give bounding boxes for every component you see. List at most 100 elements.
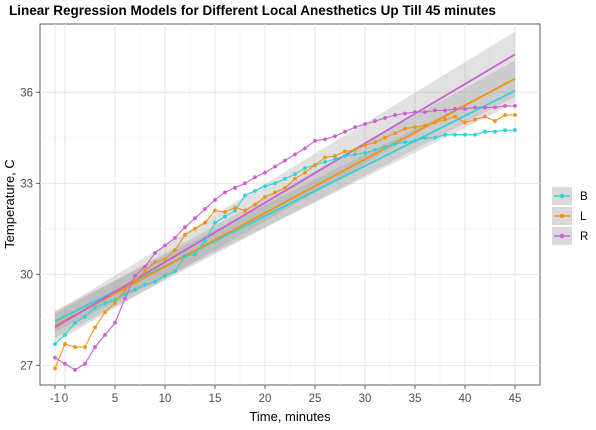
point-L xyxy=(73,345,77,349)
x-tick-label: 20 xyxy=(259,393,272,405)
point-R xyxy=(443,108,447,113)
point-L xyxy=(123,287,127,292)
point-B xyxy=(253,188,257,193)
point-B xyxy=(83,314,87,319)
point-R xyxy=(483,105,487,110)
point-L xyxy=(453,114,457,119)
point-R xyxy=(353,125,357,130)
point-R xyxy=(183,225,187,230)
point-L xyxy=(83,345,87,349)
point-R xyxy=(463,107,467,111)
point-R xyxy=(263,170,267,175)
point-R xyxy=(53,355,57,360)
point-L xyxy=(433,120,437,125)
point-L xyxy=(103,310,107,315)
point-L xyxy=(423,123,427,128)
point-B xyxy=(493,129,497,134)
point-R xyxy=(153,251,157,255)
point-B xyxy=(173,269,177,274)
point-B xyxy=(503,128,507,133)
point-B xyxy=(273,181,277,186)
point-B xyxy=(203,239,207,243)
point-R xyxy=(223,190,227,195)
point-L xyxy=(233,205,237,210)
point-R xyxy=(233,185,237,190)
point-L xyxy=(273,190,277,195)
legend-marker-R xyxy=(559,233,565,239)
point-L xyxy=(63,342,67,346)
point-L xyxy=(483,114,487,119)
x-tick-label: 35 xyxy=(409,393,422,405)
point-R xyxy=(253,175,257,180)
point-B xyxy=(443,132,447,137)
point-R xyxy=(503,104,507,108)
x-tick-label: 30 xyxy=(359,393,372,405)
point-L xyxy=(93,325,97,330)
point-R xyxy=(143,264,147,269)
point-L xyxy=(443,117,447,122)
point-B xyxy=(343,154,347,158)
point-B xyxy=(453,132,457,137)
point-L xyxy=(363,143,367,148)
point-B xyxy=(383,144,387,149)
point-B xyxy=(393,141,397,146)
legend-label-L: L xyxy=(580,211,587,223)
point-R xyxy=(163,243,167,248)
point-L xyxy=(353,147,357,152)
y-axis-label: Temperature, C xyxy=(2,159,17,249)
point-B xyxy=(53,342,57,346)
point-B xyxy=(463,132,467,137)
point-L xyxy=(143,269,147,274)
legend: BLR xyxy=(552,187,588,245)
point-B xyxy=(63,333,67,337)
point-B xyxy=(353,152,357,157)
point-L xyxy=(323,155,327,160)
y-tick-label: 27 xyxy=(20,360,33,372)
point-R xyxy=(303,146,307,151)
point-L xyxy=(163,257,167,262)
point-B xyxy=(333,157,337,161)
point-B xyxy=(363,151,367,155)
point-L xyxy=(303,170,307,175)
point-L xyxy=(293,176,297,181)
point-B xyxy=(223,214,227,219)
point-R xyxy=(63,361,67,366)
x-tick-label: 15 xyxy=(209,393,222,405)
point-B xyxy=(163,273,167,278)
point-L xyxy=(313,163,317,167)
point-L xyxy=(513,113,517,117)
point-L xyxy=(473,117,477,122)
x-tick-label: -1 xyxy=(50,393,60,405)
point-B xyxy=(483,129,487,134)
y-tick-label: 30 xyxy=(20,269,33,281)
point-R xyxy=(403,111,407,116)
point-L xyxy=(253,202,257,207)
x-tick-label: 45 xyxy=(509,393,522,405)
point-L xyxy=(463,120,467,125)
x-tick-label: 25 xyxy=(309,393,322,405)
x-tick-label: 5 xyxy=(112,393,118,405)
point-B xyxy=(423,135,427,140)
point-B xyxy=(123,292,127,296)
point-R xyxy=(473,105,477,110)
point-R xyxy=(423,110,427,114)
grid-lines xyxy=(40,24,540,385)
point-R xyxy=(333,134,337,139)
point-B xyxy=(213,220,217,225)
point-L xyxy=(53,366,57,371)
point-L xyxy=(503,113,507,117)
point-R xyxy=(493,105,497,110)
point-B xyxy=(373,147,377,152)
point-L xyxy=(213,208,217,213)
point-R xyxy=(173,235,177,240)
point-L xyxy=(333,154,337,158)
point-R xyxy=(83,361,87,366)
legend-marker-L xyxy=(559,213,565,219)
y-tick-label: 36 xyxy=(20,87,33,99)
point-L xyxy=(203,220,207,225)
x-tick-label: 40 xyxy=(459,393,472,405)
legend-marker-B xyxy=(559,193,565,199)
point-R xyxy=(213,198,217,202)
point-B xyxy=(403,140,407,145)
